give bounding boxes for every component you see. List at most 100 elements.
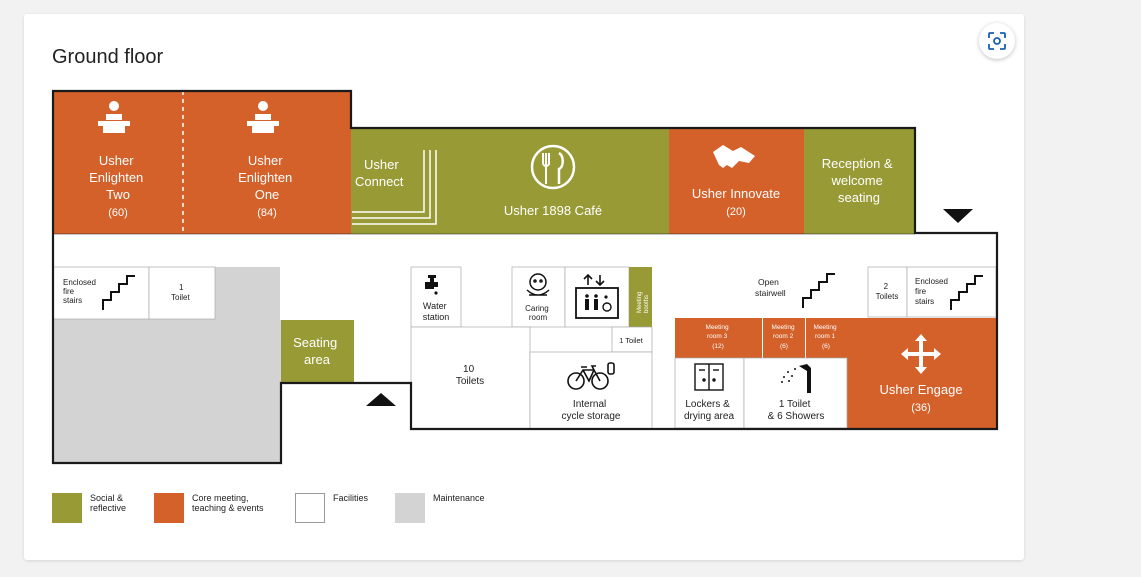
room-usher-1898-cafe[interactable]: Usher 1898 Café [439,128,669,234]
room-caring-room[interactable]: Caring room [511,266,566,328]
room-ten-toilets[interactable]: 10 Toilets [410,326,531,430]
room-label-line: One [255,187,280,202]
room-label-line: booths [644,295,650,313]
room-capacity: (36) [911,402,931,414]
room-label-line: Meeting [706,324,730,331]
stairs-icon [950,275,983,310]
room-name: Usher 1898 Café [504,203,602,218]
room-label-line: stairs [63,296,82,305]
lift-icon [575,273,619,319]
legend-label-maintenance: Maintenance [433,493,485,503]
legend-label-facilities: Facilities [333,493,369,503]
room-usher-innovate[interactable]: Usher Innovate (20) [669,128,804,234]
room-usher-enlighten-two[interactable]: Usher Enlighten Two (60) [53,91,183,234]
room-label-line: stairs [915,297,934,306]
lectern-icon [247,101,279,133]
room-lift[interactable] [564,266,630,328]
room-label-line: Toilets [456,376,484,387]
room-open-stairwell[interactable]: Open stairwell [755,273,835,308]
room-capacity: (12) [712,343,724,350]
legend-swatch-social [52,493,82,523]
room-label-line: Usher [99,153,134,168]
svg-text:1 Toilet & 6 Showers: 1 Toilet & 6 Showers [768,399,825,422]
zoom-button[interactable] [979,23,1015,59]
room-label-line: fire [63,287,75,296]
svg-text:Meeting booths: Meeting booths [637,290,650,313]
room-label-line: Usher [248,153,283,168]
room-enclosed-fire-stairs-right[interactable]: Enclosed fire stairs [906,266,997,318]
svg-text:2 Toilets: 2 Toilets [876,282,899,301]
svg-text:Usher Connect: Usher Connect [355,157,404,189]
lectern-icon [98,101,130,133]
svg-text:Caring room: Caring room [525,304,551,322]
room-capacity: (20) [726,206,746,218]
svg-text:Open stairwell: Open stairwell [755,277,786,298]
room-usher-enlighten-one[interactable]: Usher Enlighten One (84) [183,91,351,234]
room-label-line: fire [915,287,927,296]
room-label-line: & 6 Showers [768,411,825,422]
legend-label-social: Social & reflective [90,493,127,513]
room-name: Usher Engage [879,382,962,397]
room-label-line: Meeting [772,324,796,331]
room-meeting-room-2[interactable]: Meeting room 2 (6) [763,318,805,358]
room-label-line: stairwell [755,288,786,298]
focus-zoom-icon [988,32,1006,50]
room-cycle-storage[interactable]: Internal cycle storage [529,351,653,430]
room-label-line: Internal [573,399,606,410]
room-label-line: Enlighten [89,170,143,185]
entrance-arrow-icon [366,393,396,406]
legend-label-core: Core meeting, teaching & events [192,493,264,513]
stairs-icon [802,273,835,308]
room-usher-connect[interactable]: Usher Connect [351,128,439,234]
room-label-line: Caring [525,304,549,313]
stairs-icon [102,275,135,310]
room-usher-engage[interactable]: Usher Engage (36) [847,318,997,428]
room-water-station[interactable]: Water station [410,266,462,328]
svg-text:Meeting room 3 (12: Meeting room 3 (12) [706,324,731,350]
room-capacity: (6) [822,343,830,350]
svg-text:Water station: Water station [423,301,450,322]
room-lockers[interactable]: Lockers & drying area [674,357,745,429]
room-label-line: Water [423,301,447,311]
legend-swatch-maintenance [395,493,425,523]
room-meeting-room-3[interactable]: Meeting room 3 (12) [675,318,762,358]
room-label-line: 1 Toilet [779,399,811,410]
page-title: Ground floor [52,46,164,68]
cutlery-icon [530,144,576,190]
water-tap-icon [425,275,438,295]
svg-text:Meeting room 1 (6): Meeting room 1 (6) [814,324,839,350]
legend-swatch-core [154,493,184,523]
legend-swatch-facilities [295,493,325,523]
room-label-line: Seating [293,335,337,350]
room-label-line: Usher [364,157,399,172]
room-capacity: (60) [108,207,128,219]
room-label-line: Enclosed [63,278,96,287]
room-label-line: 2 [884,282,889,291]
room-label-line: room [529,313,548,322]
room-enclosed-fire-stairs-left[interactable]: Enclosed fire stairs [52,266,150,320]
room-name: Usher Innovate [692,186,780,201]
room-meeting-booths[interactable]: Meeting booths [629,267,652,327]
svg-text:Meeting room 2 (6): Meeting room 2 (6) [772,324,797,350]
room-label-line: Lockers & [685,399,730,410]
room-label-line: 1 [179,283,184,292]
room-label-line: Open [758,277,779,287]
room-label-line: room 3 [707,333,728,340]
svg-text:Usher Enlighten On: Usher Enlighten One [238,153,296,202]
room-reception[interactable]: Reception & welcome seating [804,128,915,234]
room-label-line: 10 [463,364,475,375]
room-seating-area[interactable]: Seating area [281,320,354,383]
room-meeting-room-1[interactable]: Meeting room 1 (6) [806,318,847,358]
room-label-line: Enclosed [915,277,948,286]
room-toilet-showers[interactable]: 1 Toilet & 6 Showers [743,357,848,429]
svg-text:1 Toilet: 1 Toilet [171,283,190,302]
svg-text:Lockers & drying area: Lockers & drying area [684,399,734,422]
room-toilet-left[interactable]: 1 Toilet [148,266,216,320]
room-two-toilets[interactable]: 2 Toilets [867,266,908,318]
move-arrows-icon [901,334,941,374]
room-label-line: drying area [684,411,734,422]
svg-text:Internal cycle storage: Internal cycle storage [562,399,621,422]
room-label-line: room 1 [815,333,836,340]
locker-icon [694,363,724,391]
room-toilet-one[interactable]: 1 Toilet [611,326,653,353]
